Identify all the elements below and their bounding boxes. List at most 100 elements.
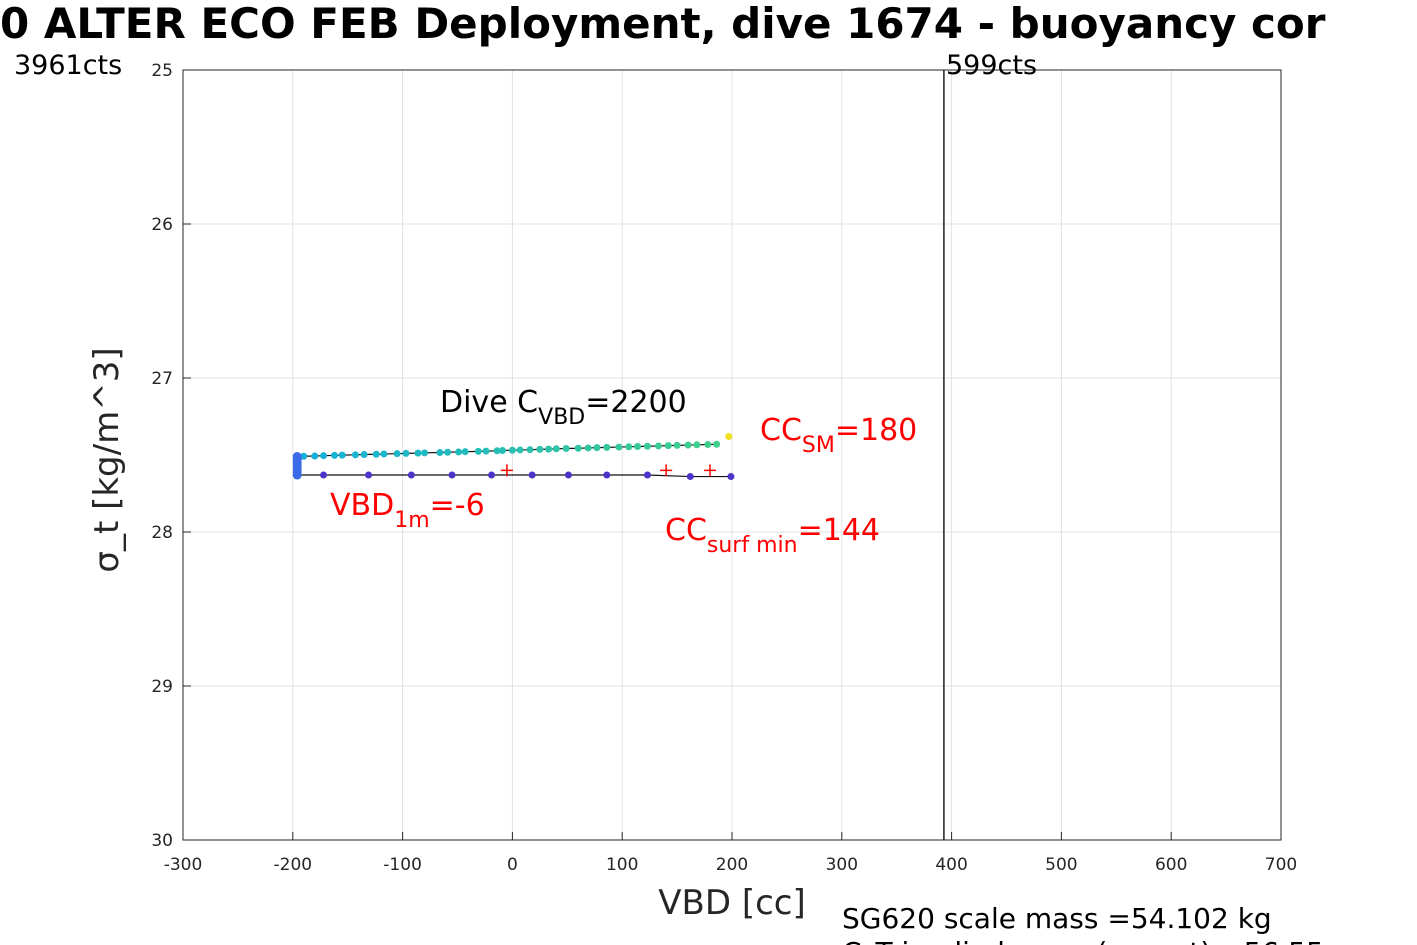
red-plus-marker (660, 464, 673, 477)
descent-point (407, 471, 415, 479)
dive-c-value: =2200 (585, 385, 686, 420)
ascent-point (482, 447, 490, 455)
ascent-point (552, 445, 560, 453)
descent-point (643, 471, 651, 479)
y-tick-label: 28 (151, 523, 173, 543)
descent-point (686, 473, 694, 481)
vbd-1m-annotation: VBD1m=-6 (330, 488, 485, 533)
y-tick-label: 25 (151, 61, 173, 81)
cc-surf-min-annotation: CCsurf min=144 (665, 513, 880, 558)
scale-mass-text: SG620 scale mass =54.102 kg (842, 902, 1272, 935)
ascent-point (436, 449, 444, 457)
descent-point (365, 471, 373, 479)
vbd-1m-value: =-6 (430, 488, 485, 523)
ascent-point (461, 448, 469, 456)
ascent-point (331, 451, 339, 459)
red-plus-marker (500, 464, 513, 477)
ascent-point (338, 451, 346, 459)
dive-c-vbd-annotation: Dive CVBD=2200 (440, 385, 687, 430)
ascent-point (625, 443, 633, 451)
descent-point (488, 471, 496, 479)
cc-surf-min-main: CC (665, 513, 707, 548)
counts-left: 3961cts (14, 50, 122, 81)
x-tick-label: 400 (935, 855, 967, 875)
x-tick-label: 500 (1045, 855, 1077, 875)
red-plus-marker (704, 464, 717, 477)
cc-sm-main: CC (760, 413, 802, 448)
ascent-point (643, 442, 651, 450)
descent-point (448, 471, 456, 479)
ascent-point (360, 451, 368, 459)
ascent-point (673, 441, 681, 449)
ascent-point (516, 446, 524, 454)
vbd-1m-sub: 1m (394, 508, 429, 533)
ascent-point (493, 447, 501, 455)
ascent-point (414, 449, 422, 457)
ascent-point (421, 449, 429, 457)
cc-sm-annotation: CCSM=180 (760, 413, 917, 458)
descent-point (603, 471, 611, 479)
ascent-point (713, 440, 721, 448)
x-tick-label: 0 (507, 855, 518, 875)
ascent-point (584, 444, 592, 452)
ascent-point (526, 446, 534, 454)
ascent-point (545, 445, 553, 453)
ascent-point (380, 450, 388, 458)
x-tick-label: 200 (716, 855, 748, 875)
ascent-point (654, 442, 662, 450)
cc-sm-sub: SM (802, 433, 835, 458)
ascent-point (693, 441, 701, 449)
y-tick-label: 26 (151, 215, 173, 235)
ascent-point (444, 448, 452, 456)
surface-point (292, 470, 302, 480)
cc-sm-value: =180 (835, 413, 917, 448)
y-tick-label: 29 (151, 677, 173, 697)
vbd-1m-main: VBD (330, 488, 394, 523)
x-tick-label: -200 (274, 855, 313, 875)
ascent-point (634, 443, 642, 451)
x-tick-label: 600 (1155, 855, 1187, 875)
ascent-line (297, 443, 717, 458)
ascent-point (393, 450, 401, 458)
cc-surf-min-sub: surf min (707, 533, 798, 558)
ascent-point (300, 452, 308, 460)
dive-c-main: Dive C (440, 385, 538, 420)
ascent-point (351, 451, 359, 459)
dive-c-sub: VBD (538, 405, 585, 430)
ascent-point (474, 447, 482, 455)
x-tick-label: 700 (1265, 855, 1297, 875)
x-tick-label: -300 (164, 855, 203, 875)
ascent-point (603, 443, 611, 451)
descent-point (528, 471, 536, 479)
ascent-point (402, 449, 410, 457)
ascent-point (684, 441, 692, 449)
ascent-point (499, 447, 507, 455)
ascent-point (593, 444, 601, 452)
x-tick-label: -100 (383, 855, 422, 875)
ascent-point (574, 444, 582, 452)
x-axis-label: VBD [cc] (658, 883, 806, 923)
ascent-point (372, 450, 380, 458)
x-tick-label: 100 (606, 855, 638, 875)
x-tick-label: 300 (826, 855, 858, 875)
data-marks (292, 433, 735, 481)
ascent-point (508, 446, 516, 454)
final-point (725, 433, 733, 441)
descent-line (297, 474, 731, 478)
ascent-point (664, 442, 672, 450)
ascent-point (615, 443, 623, 451)
y-tick-label: 27 (151, 369, 173, 389)
y-tick-label: 30 (151, 831, 173, 851)
ticks: -300 -200 -100 0 100 200 300 400 500 600 700 25 26 27… (151, 61, 1297, 875)
cc-surf-min-value: =144 (798, 513, 880, 548)
descent-point (320, 471, 328, 479)
implied-mass-text: C_T implied mass (ascent) =56.55 (842, 936, 1324, 945)
ascent-point (320, 452, 328, 460)
descent-point (564, 471, 572, 479)
ascent-point (536, 445, 544, 453)
y-axis-label: σ_t [kg/m^3] (87, 347, 127, 572)
descent-point (727, 473, 735, 481)
ascent-point (455, 448, 463, 456)
ascent-point (311, 452, 319, 460)
